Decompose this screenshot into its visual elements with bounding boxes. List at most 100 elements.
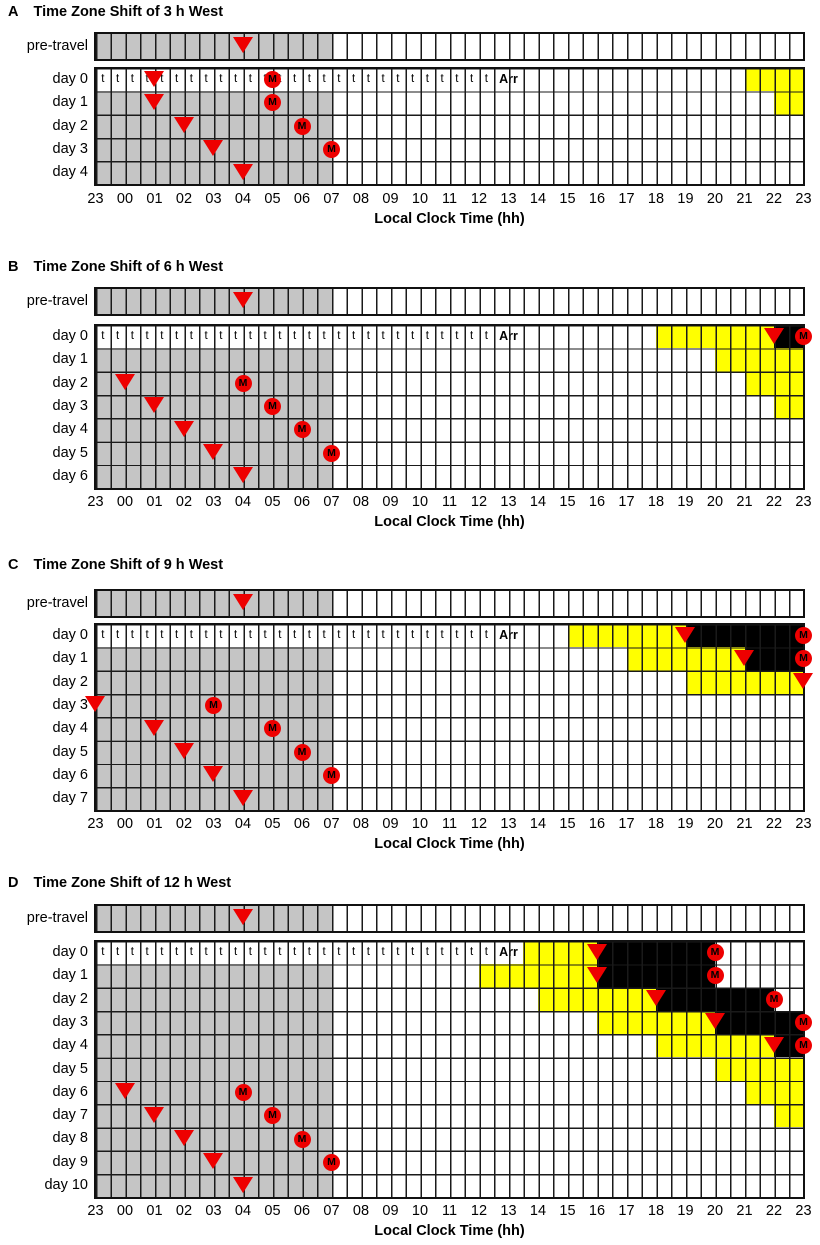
travel-cell-letter: t [160,629,164,641]
sleep-dark-region [685,624,804,648]
travel-cell-letter: t [175,73,179,85]
travel-cell-letter: t [352,73,356,85]
x-tick-label: 01 [146,816,163,833]
x-tick-label: 00 [116,816,134,833]
travel-cell-letter: t [440,73,444,85]
x-tick-label: 20 [706,816,724,833]
x-tick-label: 18 [647,190,665,207]
travel-cell-letter: t [470,330,474,342]
panel-letter: C [8,557,19,573]
row-label-day: day 3 [52,140,88,157]
travel-cell-letter: t [484,946,488,958]
row-label-day: day 3 [52,696,88,713]
melatonin-marker: M [264,71,281,89]
sleep-home-region [95,717,332,741]
row-label-day: day 7 [52,790,88,807]
sleep-home-region [95,394,332,419]
travel-cell-letter: t [396,330,400,342]
x-tick-label: 11 [441,1203,458,1220]
arrival-label: Arr [499,945,518,959]
travel-cell-letter: t [440,330,444,342]
melatonin-marker: M [234,1083,252,1101]
travel-cell-letter: t [352,629,356,641]
travel-cell-letter: t [160,946,164,958]
travel-cell-letter: t [189,946,193,958]
tmin-triangle-icon [144,397,164,414]
tmin-triangle-icon [232,37,253,53]
row-label-day: day 5 [52,743,88,760]
sleep-dark-region [715,1010,804,1035]
travel-cell-letter: t [175,629,179,641]
travel-cell-letter: t [248,629,252,641]
row-label-day: day 1 [52,650,88,667]
travel-cell-letter: t [455,629,459,641]
melatonin-marker: M [205,697,222,715]
travel-cell-letter: t [101,330,105,342]
x-tick-label: 10 [411,190,429,207]
x-tick-label: 21 [736,1203,753,1220]
tmin-triangle-icon [173,420,194,437]
x-tick-label: 07 [323,494,340,511]
tmin-triangle-icon [232,292,253,308]
x-tick-label: 14 [529,190,547,207]
tmin-triangle-icon [704,1013,725,1030]
row-label-day: day 3 [52,1013,88,1030]
tmin-triangle-icon [586,966,607,983]
arrival-label: Arr [499,628,518,642]
tmin-triangle-icon [232,909,253,925]
x-tick-label: 06 [293,190,311,207]
x-tick-label: 09 [382,190,399,207]
travel-cell-letter: t [440,946,444,958]
panel-title-text: Time Zone Shift of 12 h West [33,875,232,891]
light-exposure-region [597,1010,715,1035]
tmin-triangle-icon [203,140,223,157]
x-tick-label: 03 [205,816,222,833]
row-label-day: day 4 [52,1037,88,1054]
travel-cell-letter: t [366,629,370,641]
row-label-pretravel: pre-travel [26,292,88,309]
panel-C-title: C Time Zone Shift of 9 h West [8,557,223,573]
arrival-label: Arr [499,72,518,86]
row-label-day: day 7 [52,1107,88,1124]
x-tick-label: 03 [205,494,222,511]
travel-cell-letter: t [248,946,252,958]
panel-D-title: D Time Zone Shift of 12 h West [8,875,231,891]
x-tick-label: 17 [618,190,635,207]
travel-cell-letter: t [130,629,134,641]
row-label-day: day 1 [52,94,88,111]
x-tick-label: 21 [736,494,753,511]
travel-cell-letter: t [470,73,474,85]
pretravel-strip [94,903,805,933]
sleep-home-region [95,905,332,931]
tmin-triangle-icon [144,719,164,736]
x-tick-label: 07 [323,190,340,207]
travel-cell-letter: t [352,946,356,958]
sleep-dark-region [597,941,715,965]
travel-cell-letter: t [337,629,341,641]
travel-cell-letter: t [455,330,459,342]
tmin-triangle-icon [173,743,194,759]
tmin-triangle-icon [144,1106,164,1123]
x-tick-label: 07 [323,816,340,833]
light-exposure-region [744,1080,804,1105]
travel-cell-letter: t [248,330,252,342]
melatonin-marker: M [795,328,812,346]
pretravel-strip [94,588,805,618]
sleep-home-region [95,348,332,372]
travel-cell-letter: t [116,73,120,85]
x-tick-label: 04 [234,1203,252,1220]
tmin-triangle-icon [203,1153,223,1170]
travel-cell-letter: t [175,330,179,342]
travel-cell-letter: t [337,73,341,85]
x-tick-label: 02 [175,190,193,207]
travel-cell-letter: t [204,946,208,958]
sleep-home-region [95,288,332,314]
tmin-triangle-icon [645,990,666,1007]
light-exposure-region [656,325,774,349]
x-tick-label: 23 [795,494,812,511]
travel-cell-letter: t [204,330,208,342]
tmin-triangle-icon [203,444,223,460]
x-tick-label: 13 [500,816,517,833]
x-tick-label: 19 [677,494,694,511]
